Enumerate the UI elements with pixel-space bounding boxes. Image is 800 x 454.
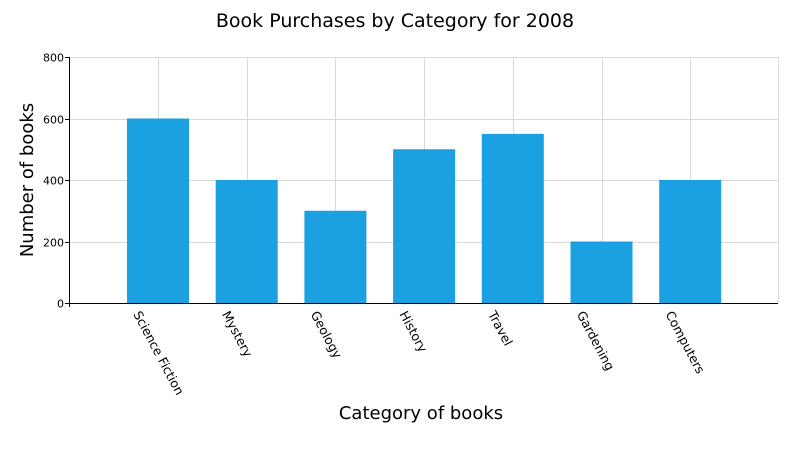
x-tick-label: Science Fiction xyxy=(130,308,187,397)
x-tick-label: Travel xyxy=(485,307,516,348)
y-tick-label: 400 xyxy=(43,175,64,188)
y-tick-label: 600 xyxy=(43,114,64,127)
bar xyxy=(659,180,722,303)
x-axis-title: Category of books xyxy=(339,403,503,424)
x-tick-label: History xyxy=(396,308,430,355)
y-tick-label: 800 xyxy=(43,52,64,65)
bar xyxy=(127,118,189,303)
x-tick-label: Geology xyxy=(308,308,346,361)
bar xyxy=(393,149,456,303)
bars xyxy=(127,118,722,303)
chart-title: Book Purchases by Category for 2008 xyxy=(216,10,574,32)
x-tick-label: Mystery xyxy=(219,308,256,360)
x-tick-label: Computers xyxy=(663,308,708,376)
y-tick-label: 0 xyxy=(57,298,64,311)
bar xyxy=(570,241,633,303)
bar xyxy=(215,180,278,303)
y-axis-title: Number of books xyxy=(17,103,38,257)
x-tick-label: Gardening xyxy=(574,308,618,373)
y-tick-label: 200 xyxy=(43,237,64,250)
bar xyxy=(304,210,367,303)
bar xyxy=(481,133,544,303)
axes xyxy=(65,57,778,307)
